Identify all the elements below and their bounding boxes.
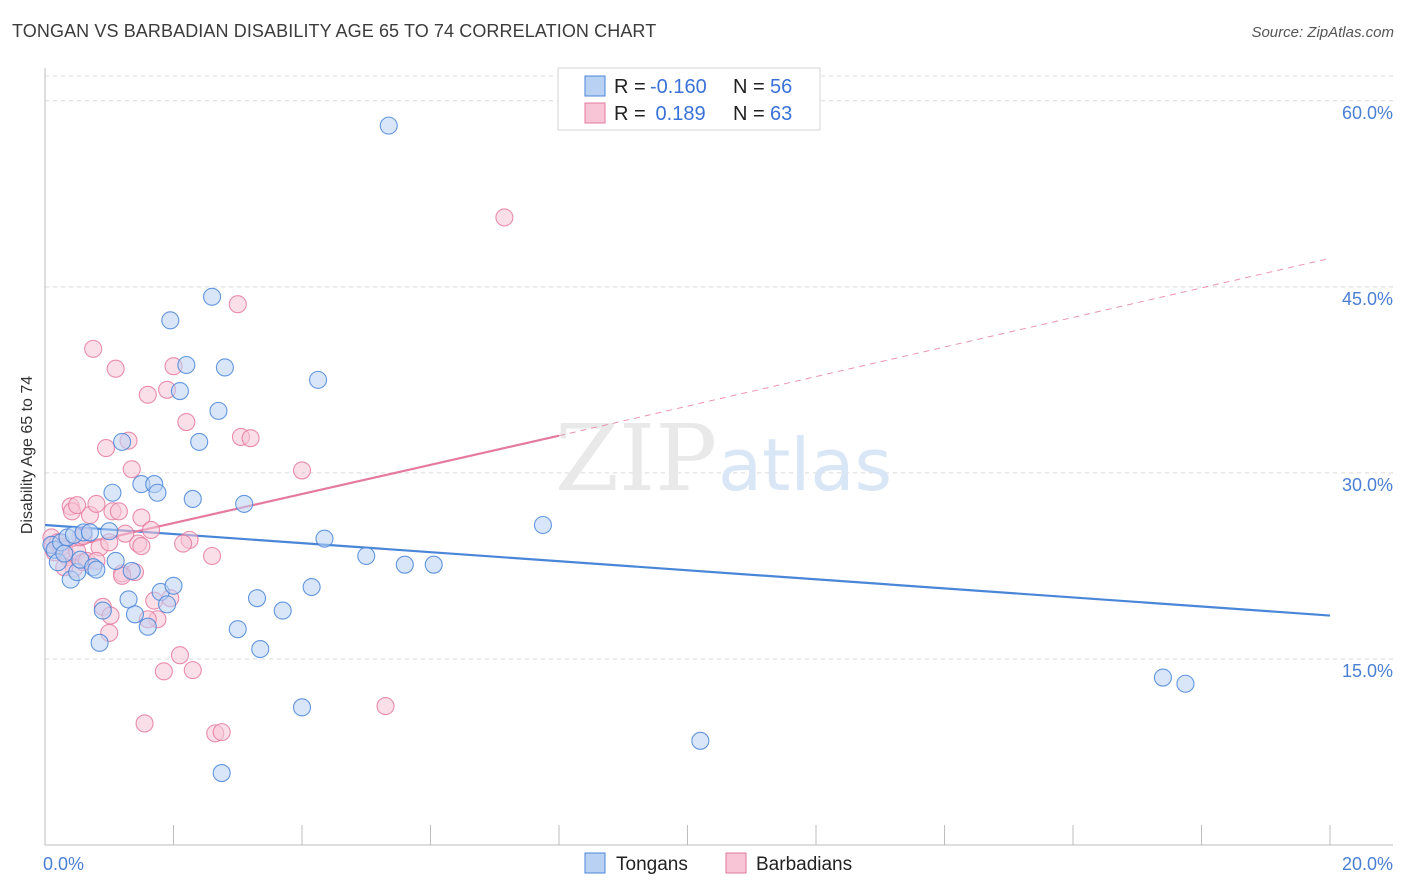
point-tongans-37 xyxy=(212,764,231,783)
legend-r-value-tongans: -0.160 xyxy=(650,76,707,98)
point-tongans-51 xyxy=(424,555,443,574)
legend-swatch-tongans xyxy=(584,75,606,97)
x-tick-label-min: 0.0% xyxy=(43,854,84,874)
point-tongans-44 xyxy=(292,698,312,717)
point-tongans-15 xyxy=(93,601,112,620)
source-label: Source: ZipAtlas.com xyxy=(1251,24,1394,41)
y-tick-label-1: 30.0% xyxy=(1342,475,1393,495)
point-tongans-20 xyxy=(119,590,138,609)
bottom-swatch-tongans xyxy=(584,852,606,874)
point-tongans-24 xyxy=(138,617,157,636)
point-barbadians-34 xyxy=(141,520,161,540)
correlation-legend: R = -0.160 N = 56 R = 0.189 N = 63 xyxy=(557,67,821,131)
point-barbadians-37 xyxy=(154,662,173,681)
point-barbadians-16 xyxy=(87,494,106,513)
point-tongans-42 xyxy=(251,639,270,659)
trend-line-tongans xyxy=(44,523,1331,617)
point-tongans-55 xyxy=(1176,674,1195,693)
point-tongans-54 xyxy=(1153,668,1172,687)
point-tongans-48 xyxy=(357,546,376,566)
point-tongans-36 xyxy=(209,401,228,420)
point-tongans-35 xyxy=(203,287,222,306)
point-tongans-29 xyxy=(161,311,180,330)
point-tongans-31 xyxy=(170,381,189,401)
point-tongans-43 xyxy=(273,601,292,620)
point-tongans-45 xyxy=(302,577,321,597)
point-tongans-18 xyxy=(106,551,125,571)
point-barbadians-47 xyxy=(212,723,231,742)
point-barbadians-31 xyxy=(132,508,151,527)
point-tongans-21 xyxy=(122,561,141,580)
point-tongans-49 xyxy=(379,116,398,135)
legend-n-label-tongans: N = xyxy=(733,76,765,98)
point-barbadians-32 xyxy=(135,714,154,733)
point-barbadians-48 xyxy=(228,295,247,314)
point-barbadians-52 xyxy=(376,697,395,716)
point-tongans-22 xyxy=(125,605,144,624)
legend-r-value-barbadians: 0.189 xyxy=(650,103,706,125)
point-tongans-4 xyxy=(55,544,74,563)
axes xyxy=(44,68,1393,846)
point-tongans-40 xyxy=(235,494,254,513)
legend-r-label-barbadians: R = xyxy=(614,103,646,125)
legend-n-label-barbadians: N = xyxy=(733,103,765,125)
legend-r-label-tongans: R = xyxy=(614,76,646,98)
point-barbadians-62 xyxy=(68,496,87,515)
point-tongans-16 xyxy=(100,522,119,541)
chart-title: TONGAN VS BARBADIAN DISABILITY AGE 65 TO… xyxy=(12,21,657,41)
series-legend: Tongans Barbadians xyxy=(584,852,852,875)
y-tick-label-3: 60.0% xyxy=(1342,103,1393,123)
point-tongans-47 xyxy=(315,529,334,548)
point-barbadians-24 xyxy=(109,502,128,521)
point-tongans-19 xyxy=(113,432,132,451)
trend-extension-barbadians xyxy=(558,257,1331,437)
legend-swatch-barbadians xyxy=(584,102,606,124)
data-points xyxy=(42,116,1195,783)
y-tick-labels: 15.0% 30.0% 45.0% 60.0% xyxy=(1342,103,1393,681)
point-tongans-52 xyxy=(533,515,552,535)
point-barbadians-28 xyxy=(122,460,141,479)
point-barbadians-41 xyxy=(170,646,189,665)
point-tongans-28 xyxy=(158,595,177,614)
point-tongans-14 xyxy=(90,633,109,652)
point-tongans-32 xyxy=(177,355,196,375)
point-tongans-53 xyxy=(691,731,710,750)
point-barbadians-51 xyxy=(292,461,312,480)
point-tongans-33 xyxy=(183,489,202,509)
bottom-swatch-barbadians xyxy=(725,852,747,874)
point-barbadians-53 xyxy=(495,208,514,227)
point-barbadians-23 xyxy=(106,359,125,378)
point-tongans-39 xyxy=(228,620,247,639)
point-barbadians-59 xyxy=(174,534,193,553)
point-barbadians-61 xyxy=(132,537,151,556)
point-barbadians-50 xyxy=(241,429,260,448)
point-barbadians-33 xyxy=(138,385,157,404)
point-tongans-26 xyxy=(148,483,167,502)
point-tongans-38 xyxy=(215,358,234,377)
point-barbadians-19 xyxy=(96,439,116,458)
point-tongans-11 xyxy=(80,523,100,542)
point-tongans-34 xyxy=(190,432,209,451)
bottom-legend-tongans: Tongans xyxy=(616,854,688,875)
point-barbadians-15 xyxy=(84,339,103,358)
point-barbadians-44 xyxy=(183,661,202,680)
x-tick-label-max: 20.0% xyxy=(1342,854,1393,874)
y-tick-label-2: 45.0% xyxy=(1342,289,1393,309)
watermark-zip: ZIP xyxy=(555,405,717,512)
point-tongans-13 xyxy=(87,560,106,579)
bottom-legend-barbadians: Barbadians xyxy=(756,854,852,875)
point-tongans-17 xyxy=(103,483,122,502)
point-tongans-41 xyxy=(247,589,267,608)
point-barbadians-45 xyxy=(203,546,222,566)
y-axis-title: Disability Age 65 to 74 xyxy=(19,376,36,534)
legend-n-value-barbadians: 63 xyxy=(770,103,792,125)
legend-n-value-tongans: 56 xyxy=(770,76,792,98)
y-tick-label-0: 15.0% xyxy=(1342,661,1393,681)
point-tongans-50 xyxy=(395,555,414,574)
point-barbadians-42 xyxy=(177,412,196,432)
watermark-atlas: atlas xyxy=(718,423,892,507)
point-tongans-30 xyxy=(164,576,183,595)
point-tongans-46 xyxy=(309,370,328,389)
